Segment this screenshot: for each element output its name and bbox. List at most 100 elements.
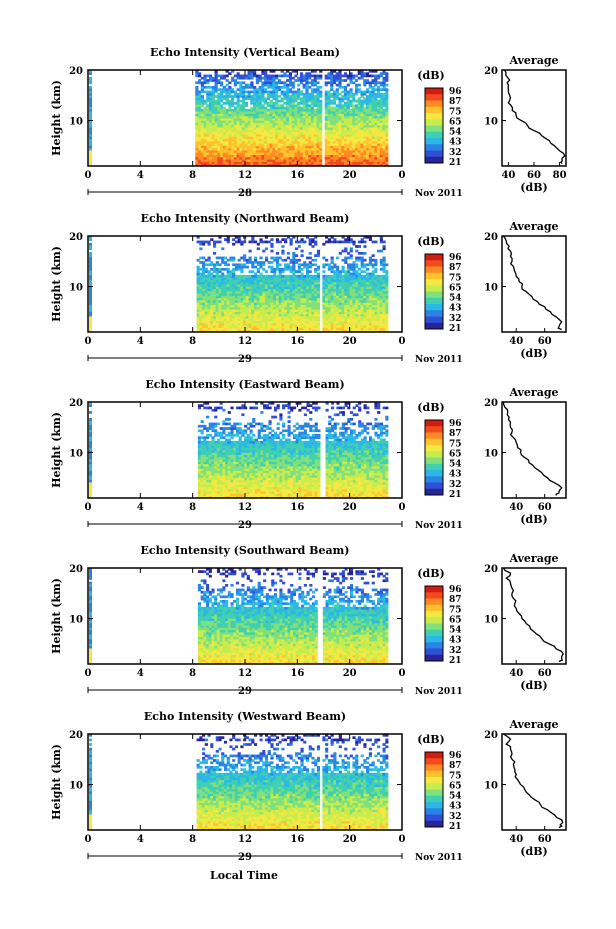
colorbar-swatch [425, 291, 443, 299]
colorbar-swatch [425, 285, 443, 292]
heatmap-cell [226, 318, 230, 321]
heatmap-cell [220, 129, 224, 133]
heatmap-cell [343, 97, 348, 101]
heatmap-cell [253, 86, 257, 89]
heatmap-cell [319, 118, 323, 121]
heatmap-cell [316, 156, 320, 160]
heatmap-cell [277, 115, 282, 119]
heatmap-cell [286, 163, 290, 167]
x-tick-label: 12 [238, 170, 252, 181]
heatmap-cell [262, 297, 266, 301]
heatmap-cell [374, 113, 378, 117]
heatmap-cell [341, 293, 345, 296]
profile-line [502, 235, 563, 331]
heatmap-cell [327, 311, 331, 315]
heatmap-cell [295, 247, 299, 251]
heatmap-cell [225, 118, 229, 121]
heatmap-cell [343, 136, 348, 139]
heatmap-cell [291, 124, 295, 128]
heatmap-cell [203, 163, 207, 167]
heatmap-cell [217, 156, 221, 160]
heatmap-cell [349, 249, 353, 253]
heatmap-cell [341, 127, 345, 130]
heatmap-cell [335, 97, 339, 101]
heatmap-cell [344, 274, 348, 278]
heatmap-cell [287, 495, 291, 499]
heatmap-cell [376, 95, 381, 98]
heatmap-cell [349, 72, 353, 75]
heatmap-cell [336, 286, 340, 289]
heatmap-cell [327, 145, 331, 149]
heatmap-cell [344, 277, 348, 280]
heatmap-cell [363, 300, 367, 303]
heatmap-cell [330, 145, 334, 149]
heatmap-cell [319, 140, 323, 144]
heatmap-cell [354, 115, 359, 119]
heatmap-cell [343, 159, 348, 162]
heatmap-cell [264, 124, 268, 128]
heatmap-cell [214, 86, 218, 89]
heatmap-cell [349, 81, 353, 85]
heatmap-cell [243, 295, 247, 299]
heatmap-cell [371, 277, 375, 280]
heatmap-cell [264, 277, 269, 280]
heatmap-cell [330, 92, 334, 96]
heatmap-cell [261, 76, 265, 80]
colorbar-tick-label: 65 [449, 283, 462, 293]
heatmap-cell [324, 129, 328, 133]
heatmap-cell [365, 122, 370, 126]
heatmap-cell [215, 297, 219, 301]
heatmap-cell [256, 274, 260, 278]
heatmap-cell [256, 290, 260, 294]
heatmap-cell [368, 279, 372, 283]
heatmap-cell [319, 152, 323, 155]
heatmap-cell [300, 290, 304, 294]
heatmap-cell [335, 147, 339, 151]
heatmap-cell [374, 138, 378, 142]
heatmap-cell [236, 120, 240, 123]
heatmap-cell [316, 300, 321, 303]
heatmap-cell [311, 295, 315, 299]
heatmap-cell [242, 161, 246, 165]
heatmap-cell [310, 122, 315, 126]
heatmap-cell [250, 138, 254, 142]
heatmap-cell [226, 286, 230, 289]
heatmap-cell [226, 302, 230, 305]
heatmap-cell [316, 325, 321, 328]
heatmap-cell [299, 108, 304, 112]
heatmap-cell [316, 311, 321, 315]
heatmap-cell [283, 113, 287, 117]
heatmap-cell [322, 318, 326, 321]
heatmap-cell [258, 124, 262, 128]
heatmap-cell [264, 161, 268, 165]
heatmap-cell [310, 154, 315, 158]
heatmap-cell [297, 156, 301, 160]
heatmap-cell [245, 288, 249, 292]
heatmap-cell [198, 154, 202, 158]
heatmap-cell [292, 295, 296, 299]
heatmap-cell [292, 293, 296, 296]
heatmap-cell [368, 140, 372, 144]
heatmap-cell [366, 313, 370, 317]
heatmap-cell [200, 97, 204, 101]
heatmap-cell [226, 325, 230, 328]
heatmap-cell [357, 290, 362, 294]
heatmap-cell [319, 122, 323, 126]
heatmap-cell [89, 163, 92, 167]
heatmap-cell [211, 97, 215, 101]
heatmap-cell [338, 270, 342, 273]
heatmap-cell [360, 325, 364, 328]
heatmap-cell [363, 124, 367, 128]
heatmap-cell [310, 152, 315, 155]
heatmap-cell [363, 163, 367, 167]
heatmap-cell [335, 115, 339, 119]
heatmap-cell [282, 495, 286, 499]
heatmap-cell [262, 306, 266, 310]
colorbar-swatch [425, 138, 443, 145]
heatmap-cell [267, 279, 271, 283]
heatmap-cell [89, 252, 92, 255]
heatmap-cell [89, 113, 92, 117]
heatmap-cell [261, 152, 265, 155]
heatmap-cell [300, 311, 304, 315]
heatmap-cell [247, 90, 251, 94]
